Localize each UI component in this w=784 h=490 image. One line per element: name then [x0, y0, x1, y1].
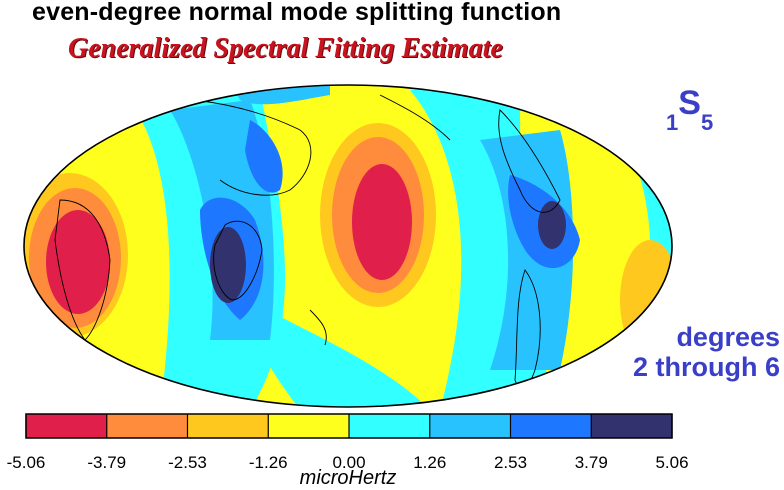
colorbar-swatch: [268, 414, 350, 438]
colorbar-swatch: [349, 414, 431, 438]
mode-overtone: 1: [666, 110, 679, 135]
field-region: [250, 300, 430, 407]
coastline: [54, 199, 111, 341]
mode-letter: S: [678, 84, 701, 122]
colorbar-tick-label: -3.79: [87, 453, 127, 472]
coastlines: [54, 94, 561, 390]
colorbar-tick-label: -5.06: [6, 453, 46, 472]
colorbar-swatch: [187, 414, 269, 438]
field-region: [46, 210, 110, 314]
mode-label: 1S5: [666, 84, 713, 135]
coastline: [149, 98, 312, 196]
colorbar-unit: microHertz: [299, 467, 397, 489]
colorbar-tick-marks: [25, 414, 673, 438]
colorbar-swatch: [429, 414, 511, 438]
colorbar-tick-label: 1.26: [413, 453, 447, 472]
coastline: [379, 94, 451, 141]
colorbar-tick-label: -1.26: [248, 453, 288, 472]
field-region: [245, 120, 283, 193]
degrees-label-line2: 2 through 6: [633, 352, 780, 382]
colorbar-tick-label: 3.79: [574, 453, 608, 472]
colorbar-swatch: [591, 414, 673, 438]
splitting-function-field: [24, 85, 672, 407]
field-region: [352, 164, 412, 280]
coastline: [498, 109, 561, 213]
colorbar-swatches: [26, 414, 673, 438]
colorbar: [25, 413, 673, 439]
colorbar-tick-label: 2.53: [493, 453, 528, 472]
figure-subtitle: Generalized Spectral Fitting Estimate: [68, 33, 503, 64]
coastline: [213, 220, 263, 301]
colorbar-tick-label: -2.53: [168, 453, 207, 472]
colorbar-swatch: [106, 414, 188, 438]
colorbar-tick-label: 5.06: [655, 453, 689, 472]
mode-degree: 5: [700, 110, 714, 135]
map-border: [23, 84, 673, 408]
degrees-label-line1: degrees: [676, 322, 780, 352]
coastline: [309, 309, 327, 346]
figure-title: even-degree normal mode splitting functi…: [32, 0, 562, 26]
colorbar-swatch: [26, 414, 108, 438]
colorbar-swatch: [510, 414, 592, 438]
field-region: [210, 227, 246, 303]
colorbar-tick-label: 0.00: [332, 453, 366, 472]
field-region: [538, 201, 566, 249]
